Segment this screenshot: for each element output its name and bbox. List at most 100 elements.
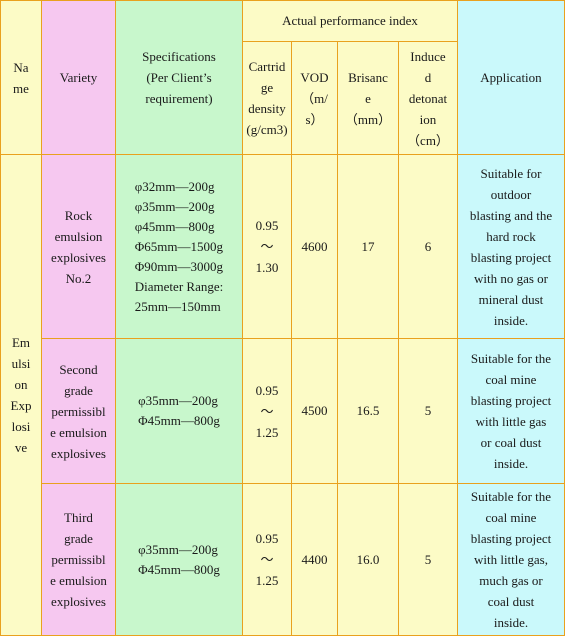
density-line: 1.30 (255, 260, 279, 275)
variety-line: explosives (51, 445, 106, 461)
spec-line: φ35mm—200g (138, 541, 218, 557)
spec-line: φ32mm—200g (134, 178, 215, 194)
application-line: coal mine (485, 510, 537, 525)
spec-line: Φ65mm—1500g (134, 238, 224, 254)
variety-line: Second (59, 361, 98, 377)
header-density-line: (g/cm3) (246, 122, 288, 137)
header-name: Na me (0, 0, 42, 155)
application-line: Suitable for (480, 165, 542, 181)
spec-line: φ35mm—200g (134, 198, 215, 214)
header-detonation-line: detonat (408, 90, 448, 106)
header-spec-line: Specifications (142, 49, 216, 64)
header-name-line: Na (13, 59, 29, 75)
row3-density: 0.95 ～ 1.25 (242, 483, 292, 636)
application-line: blasting project (470, 249, 552, 265)
density-line: 1.25 (255, 573, 279, 588)
application-line: or coal dust (480, 435, 542, 450)
header-vod-line: （m/ (301, 90, 328, 106)
category-line: on (14, 377, 28, 392)
density-line: ～ (260, 239, 274, 254)
header-vod-line: VOD (300, 69, 329, 85)
variety-line: Rock (64, 207, 93, 223)
application-line: outdoor (490, 186, 532, 202)
variety-line: grade (64, 382, 93, 398)
detonation-value: 5 (424, 551, 432, 567)
application-line: inside. (493, 615, 529, 630)
brisance-value: 16.0 (356, 551, 380, 567)
row3-vod: 4400 (291, 483, 338, 636)
variety-line: permissibl (51, 552, 106, 567)
row3-variety: Third grade permissibl e emulsion explos… (41, 483, 116, 636)
header-performance-label: Actual performance index (282, 13, 418, 28)
brisance-value: 17 (361, 238, 375, 254)
header-spec-line: (Per Client’s (146, 70, 212, 85)
header-specifications: Specifications (Per Client’s requirement… (115, 0, 243, 155)
header-name-line: me (13, 80, 29, 96)
application-line: hard rock (486, 228, 536, 244)
application-line: mineral dust (478, 291, 544, 307)
variety-line: e emulsion (50, 424, 107, 440)
category-line: ulsi (11, 356, 31, 371)
row1-specifications: φ32mm—200g φ35mm—200g φ45mm—800g Φ65mm—1… (115, 154, 243, 339)
header-brisance-line: Brisanc (348, 69, 388, 85)
row2-specifications: φ35mm—200g Φ45mm—800g (115, 338, 243, 484)
header-variety: Variety (41, 0, 116, 155)
spec-line: φ35mm—200g (138, 393, 218, 408)
variety-line: grade (64, 531, 93, 546)
detonation-value: 5 (424, 403, 432, 418)
application-line: blasting and the (469, 207, 553, 223)
variety-line: emulsion (54, 228, 103, 244)
detonation-value: 6 (424, 238, 432, 254)
header-cartridge-density: Cartrid ge density (g/cm3) (242, 41, 292, 155)
header-density-line: Cartrid (248, 59, 286, 74)
header-performance-group: Actual performance index (242, 0, 458, 42)
spec-line: 25mm—150mm (134, 298, 221, 314)
spec-line: Φ45mm—800g (138, 561, 220, 577)
application-line: Suitable for the (470, 489, 552, 504)
row3-application: Suitable for the coal mine blasting proj… (457, 483, 565, 636)
header-induced-detonation: Induce d detonat ion （cm） (398, 41, 458, 155)
header-brisance: Brisanc e （mm） (337, 41, 399, 155)
header-application: Application (457, 0, 565, 155)
application-line: with no gas or (473, 270, 548, 286)
row2-application: Suitable for the coal mine blasting proj… (457, 338, 565, 484)
application-line: Suitable for the (470, 351, 552, 366)
row2-brisance: 16.5 (337, 338, 399, 484)
category-line: losi (11, 419, 31, 434)
header-detonation-line: d (424, 69, 432, 85)
brisance-value: 16.5 (356, 403, 380, 418)
application-line: inside. (493, 456, 529, 471)
vod-value: 4400 (301, 551, 328, 567)
application-line: coal mine (485, 372, 537, 387)
row2-detonation: 5 (398, 338, 458, 484)
header-density-line: density (248, 101, 286, 116)
density-line: ～ (260, 403, 274, 419)
application-line: much gas or (479, 573, 543, 588)
row3-specifications: φ35mm—200g Φ45mm—800g (115, 483, 243, 636)
vod-value: 4500 (301, 403, 328, 418)
variety-line: explosives (51, 249, 106, 265)
header-detonation-line: ion (419, 111, 437, 127)
variety-line: explosives (51, 594, 106, 609)
application-line: with little gas (475, 414, 547, 429)
header-vod-line: s） (305, 111, 324, 127)
row1-vod: 4600 (291, 154, 338, 339)
spec-line: Φ90mm—3000g (134, 258, 224, 274)
header-application-label: Application (480, 69, 542, 85)
header-brisance-line: e (365, 90, 371, 106)
row3-brisance: 16.0 (337, 483, 399, 636)
header-density-line: ge (260, 80, 274, 95)
application-line: blasting project (470, 393, 552, 408)
application-line: coal dust (487, 594, 535, 609)
category-line: ve (14, 440, 28, 455)
header-detonation-line: （cm） (407, 132, 449, 148)
row2-density: 0.95 ～ 1.25 (242, 338, 292, 484)
vod-value: 4600 (301, 238, 328, 254)
variety-line: e emulsion (50, 573, 107, 588)
application-line: with little gas, (473, 552, 548, 567)
variety-line: Third (64, 510, 93, 525)
category-cell: Em ulsi on Exp losi ve (0, 154, 42, 636)
header-vod: VOD （m/ s） (291, 41, 338, 155)
row2-vod: 4500 (291, 338, 338, 484)
density-line: 1.25 (255, 424, 279, 440)
